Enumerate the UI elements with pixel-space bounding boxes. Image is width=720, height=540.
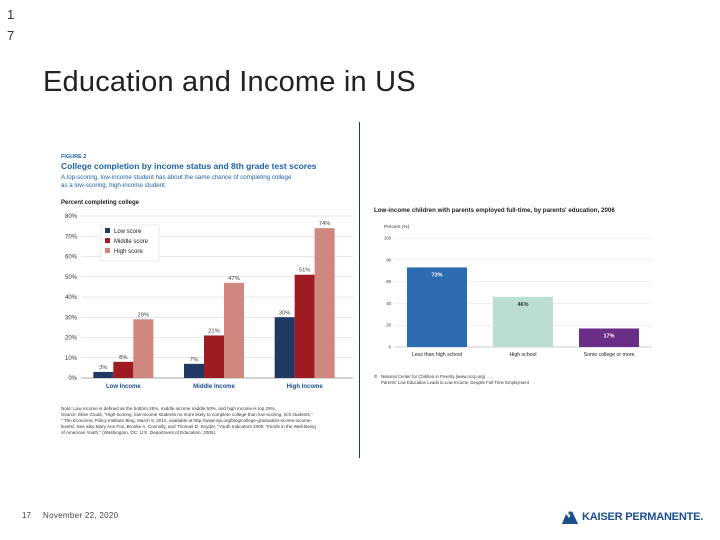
y-tick-label: 60: [386, 279, 391, 284]
logo-text: KAISER PERMANENTE.: [582, 511, 704, 523]
y-axis-label: Percent completing college: [61, 200, 140, 206]
kaiser-logo-icon: [562, 511, 578, 524]
y-axis-label: Percent (%): [384, 224, 410, 230]
slide-number-digit: 1: [7, 7, 15, 22]
data-label: 51%: [299, 268, 311, 274]
figure-label: FIGURE 2: [61, 154, 86, 160]
legend-box: [100, 224, 160, 262]
bar-low-score: [93, 371, 114, 378]
data-label: 8%: [119, 355, 127, 361]
footer-date: November 22, 2020: [43, 511, 119, 520]
chart-note-line: levels/. See also Mary Ann Fox, Brooke A…: [61, 424, 316, 429]
kaiser-permanente-logo: KAISER PERMANENTE.: [561, 507, 703, 527]
chart-title: College completion by income status and …: [61, 161, 317, 171]
legend-label: High score: [114, 249, 143, 255]
legend-swatch: [105, 238, 110, 243]
slide-number-vertical: 1 7: [7, 4, 14, 46]
y-tick-label: 40: [386, 301, 391, 306]
footer-slide-number: 17: [22, 511, 31, 520]
chart-note-line: Note: Low income is defined as the botto…: [61, 406, 276, 411]
y-tick-label: 60%: [65, 255, 78, 261]
divider-line: [359, 122, 360, 458]
data-label: 47%: [228, 276, 240, 282]
bar-middle-score: [204, 335, 224, 378]
source-mark: ©: [374, 374, 378, 379]
bar: [493, 296, 553, 347]
data-label: 46%: [517, 302, 528, 308]
data-label: 74%: [319, 221, 331, 227]
y-tick-label: 0%: [68, 376, 77, 382]
bar-middle-score: [113, 361, 134, 378]
bar-middle-score: [294, 274, 315, 378]
y-tick-label: 20%: [65, 336, 78, 342]
bar-high-score: [314, 228, 335, 378]
legend-label: Low score: [114, 229, 142, 235]
chart-subtitle-line: as a low-scoring, high-income student: [61, 182, 165, 189]
legend-label: Middle score: [114, 239, 149, 245]
bar-high-score: [224, 282, 244, 378]
low-income-parents-chart: Low-income children with parents employe…: [374, 207, 652, 385]
category-label: High school: [509, 352, 536, 358]
y-tick-label: 10%: [65, 356, 78, 362]
y-tick-label: 30%: [65, 315, 78, 321]
y-tick-label: 70%: [65, 234, 78, 240]
chart-note-line: " The Economic Policy Institute Blog, Ma…: [61, 418, 312, 423]
data-label: 21%: [208, 328, 220, 334]
chart-subtitle-line: A top-scoring, low-income student has ab…: [61, 174, 292, 181]
y-tick-label: 80%: [65, 214, 78, 220]
slide-number-digit: 7: [7, 28, 15, 43]
y-tick-label: 50%: [65, 275, 78, 281]
category-label: Low Income: [106, 384, 141, 390]
category-label: Less than high school: [412, 352, 462, 358]
category-label: Some college or more: [584, 352, 635, 358]
category-label: High Income: [287, 384, 324, 390]
source-line: National Center for Children in Poverty …: [381, 374, 486, 379]
category-label: Middle Income: [193, 384, 235, 390]
data-label: 7%: [190, 357, 198, 363]
y-tick-label: 100: [384, 236, 392, 241]
bar-low-score: [274, 317, 295, 378]
data-label: 29%: [138, 312, 150, 318]
data-label: 30%: [279, 310, 291, 316]
chart-title: Low-income children with parents employe…: [374, 207, 615, 214]
y-tick-label: 20: [386, 323, 391, 328]
bar-low-score: [184, 363, 204, 378]
bar-high-score: [133, 319, 154, 378]
legend-swatch: [105, 248, 110, 253]
source-line: Parents' Low Education Leads to Low Inco…: [381, 380, 530, 385]
bar: [579, 328, 639, 347]
chart-note-line: of American Youth," (Washington, DC: U.S…: [61, 430, 216, 435]
y-tick-label: 80: [386, 257, 391, 262]
y-tick-label: 0: [389, 345, 392, 350]
legend-swatch: [105, 228, 110, 233]
y-tick-label: 40%: [65, 295, 78, 301]
data-label: 73%: [431, 272, 442, 278]
chart-note-line: Source: Elise Gould, "High-scoring, low-…: [61, 412, 313, 417]
data-label: 3%: [99, 365, 107, 371]
slide-title: Education and Income in US: [43, 66, 416, 98]
data-label: 17%: [603, 333, 614, 339]
bar: [407, 267, 467, 347]
